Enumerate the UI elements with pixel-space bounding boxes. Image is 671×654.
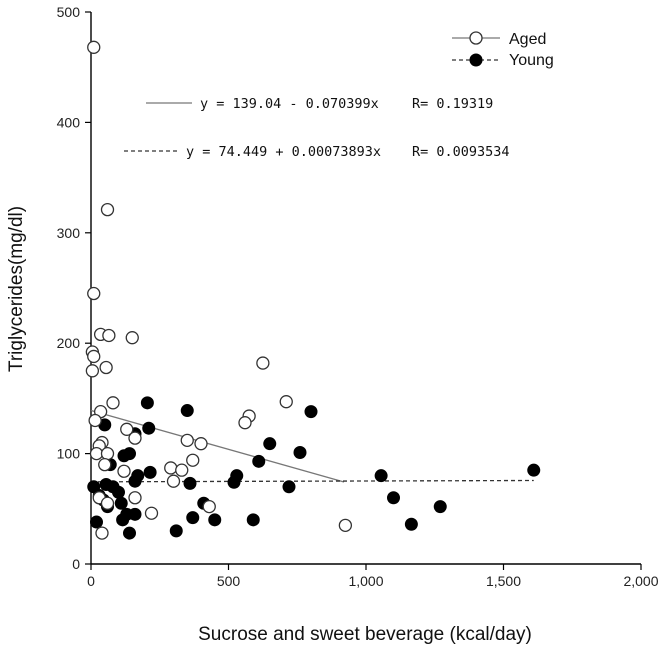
y-tick-label: 300 bbox=[57, 225, 81, 241]
young-point bbox=[142, 421, 156, 435]
y-tick-label: 100 bbox=[57, 446, 81, 462]
young-point bbox=[114, 496, 128, 510]
young-point bbox=[87, 480, 101, 494]
aged-point bbox=[180, 433, 194, 448]
aged-point bbox=[238, 416, 252, 430]
y-axis-label: Triglycerides(mg/dl) bbox=[6, 206, 27, 372]
aged-point bbox=[256, 356, 270, 370]
young-point bbox=[404, 517, 418, 531]
young-point bbox=[140, 396, 154, 410]
aged-point bbox=[202, 499, 216, 514]
aged-point bbox=[98, 457, 112, 472]
aged-point bbox=[87, 40, 101, 54]
young-point bbox=[227, 475, 241, 489]
aged-point bbox=[95, 526, 109, 540]
aged-point bbox=[338, 518, 353, 533]
young-point bbox=[263, 437, 277, 451]
y-tick-label: 200 bbox=[57, 335, 81, 351]
x-tick-label: 1,000 bbox=[348, 573, 383, 589]
young-point bbox=[527, 463, 541, 477]
young-point bbox=[186, 511, 200, 525]
aged-point bbox=[88, 413, 102, 428]
x-tick-label: 2,000 bbox=[623, 573, 658, 589]
young-point bbox=[208, 513, 222, 527]
equations: y = 139.04 - 0.070399x R= 0.19319 y = 74… bbox=[124, 96, 510, 160]
aged-point bbox=[87, 349, 101, 364]
x-tick-label: 1,500 bbox=[486, 573, 521, 589]
young-point bbox=[282, 480, 296, 494]
young-equation: y = 74.449 + 0.00073893x bbox=[186, 144, 381, 160]
y-tick-label: 500 bbox=[57, 4, 81, 20]
young-point bbox=[116, 513, 130, 527]
aged-r-value: R= 0.19319 bbox=[412, 96, 493, 112]
young-point bbox=[90, 515, 103, 529]
legend-young-marker bbox=[469, 53, 483, 67]
young-point bbox=[128, 507, 142, 521]
young-point bbox=[123, 526, 136, 540]
aged-point bbox=[194, 437, 208, 451]
data-points bbox=[85, 40, 541, 540]
young-point bbox=[143, 465, 157, 479]
x-tick-label: 0 bbox=[87, 573, 95, 589]
young-point bbox=[169, 524, 183, 538]
young-point bbox=[387, 491, 400, 505]
legend-aged-marker bbox=[469, 31, 483, 45]
aged-point bbox=[120, 422, 134, 436]
young-point bbox=[99, 478, 113, 492]
young-point bbox=[123, 447, 136, 461]
young-point bbox=[252, 454, 266, 468]
aged-point bbox=[175, 463, 189, 477]
legend-aged-label: Aged bbox=[509, 31, 546, 48]
aged-point bbox=[100, 496, 115, 510]
aged-point bbox=[128, 431, 142, 445]
aged-point bbox=[102, 328, 116, 343]
young-point bbox=[374, 469, 388, 483]
young-point bbox=[180, 404, 194, 418]
aged-equation: y = 139.04 - 0.070399x bbox=[200, 96, 379, 112]
young-point bbox=[304, 405, 318, 419]
aged-point bbox=[125, 331, 139, 345]
young-regression-line bbox=[90, 479, 534, 483]
x-tick-label: 500 bbox=[217, 573, 241, 589]
legend: Aged Young bbox=[452, 31, 554, 69]
aged-point bbox=[99, 360, 113, 375]
aged-point bbox=[144, 506, 159, 520]
aged-point bbox=[106, 396, 120, 410]
fit-lines bbox=[90, 409, 534, 483]
aged-point bbox=[100, 446, 115, 461]
young-point bbox=[131, 469, 145, 483]
young-point bbox=[183, 476, 197, 490]
young-point bbox=[433, 500, 447, 514]
aged-point bbox=[87, 286, 101, 301]
aged-point bbox=[100, 202, 115, 217]
aged-point bbox=[164, 461, 178, 475]
young-point bbox=[246, 513, 260, 527]
aged-point bbox=[166, 474, 181, 488]
young-r-value: R= 0.0093534 bbox=[412, 144, 510, 160]
aged-point bbox=[128, 491, 142, 505]
aged-point bbox=[186, 453, 200, 467]
y-tick-label: 0 bbox=[72, 556, 80, 572]
young-point bbox=[112, 485, 125, 499]
y-tick-label: 400 bbox=[57, 114, 81, 130]
aged-point bbox=[85, 364, 100, 378]
aged-point bbox=[279, 395, 293, 409]
legend-young-label: Young bbox=[509, 52, 554, 69]
aged-point bbox=[89, 446, 104, 461]
legend-item-young: Young bbox=[452, 52, 554, 69]
young-point bbox=[293, 445, 307, 459]
x-axis-label: Sucrose and sweet beverage (kcal/day) bbox=[198, 624, 532, 645]
axes: 0 100 200 300 400 500 0 500 1,000 1,500 2,000 bbox=[57, 4, 659, 589]
aged-point bbox=[117, 464, 131, 478]
legend-item-aged: Aged bbox=[452, 31, 546, 48]
aged-regression-line bbox=[90, 409, 345, 483]
